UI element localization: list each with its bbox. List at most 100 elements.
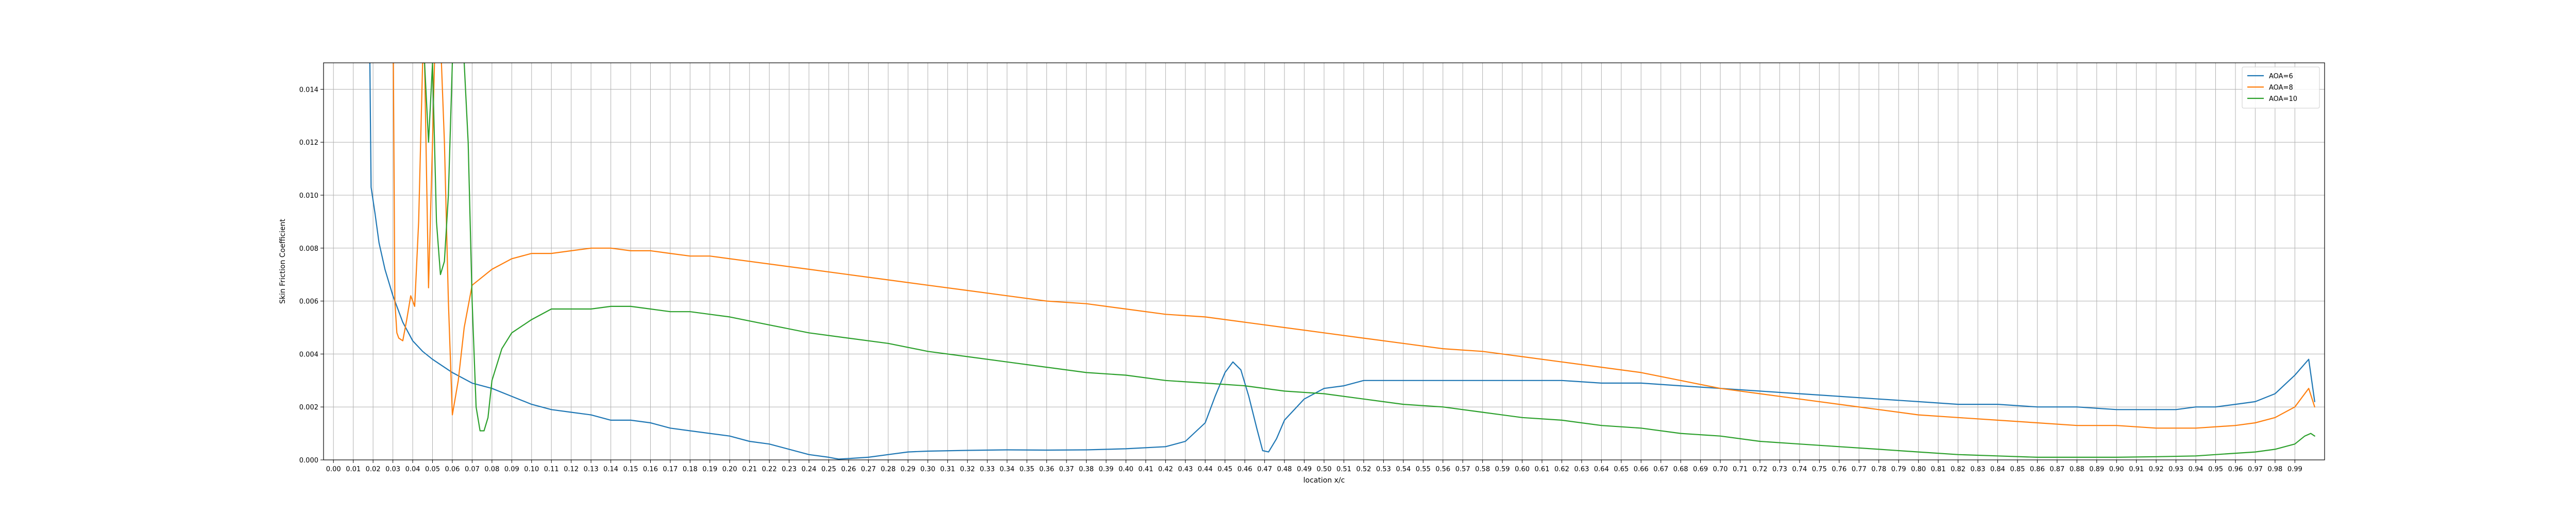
x-tick-label: 0.06 (445, 466, 460, 473)
x-tick-label: 0.57 (1455, 466, 1470, 473)
x-tick-label: 0.97 (2248, 466, 2263, 473)
x-tick-label: 0.87 (2049, 466, 2064, 473)
x-tick-label: 0.39 (1099, 466, 1114, 473)
x-tick-label: 0.88 (2070, 466, 2084, 473)
y-tick-label: 0.014 (299, 86, 318, 94)
x-tick-label: 0.60 (1515, 466, 1530, 473)
x-tick-label: 0.84 (1990, 466, 2005, 473)
x-tick-label: 0.45 (1217, 466, 1232, 473)
x-tick-label: 0.38 (1079, 466, 1094, 473)
x-tick-label: 0.00 (326, 466, 341, 473)
x-tick-label: 0.50 (1317, 466, 1332, 473)
x-tick-label: 0.59 (1495, 466, 1510, 473)
series-layer (369, 63, 2315, 460)
x-tick-label: 0.22 (762, 466, 777, 473)
x-tick-label: 0.42 (1158, 466, 1173, 473)
x-tick-label: 0.51 (1336, 466, 1351, 473)
x-tick-label: 0.95 (2208, 466, 2223, 473)
x-tick-label: 0.26 (841, 466, 856, 473)
x-tick-label: 0.21 (742, 466, 757, 473)
series-line-aoa-10 (424, 63, 2315, 458)
x-tick-label: 0.85 (2010, 466, 2025, 473)
x-tick-label: 0.79 (1891, 466, 1906, 473)
x-tick-label: 0.43 (1178, 466, 1193, 473)
x-tick-label: 0.37 (1059, 466, 1074, 473)
x-tick-label: 0.36 (1039, 466, 1054, 473)
x-tick-label: 0.27 (861, 466, 876, 473)
legend-label: AOA=6 (2269, 73, 2293, 80)
series-line-aoa-6 (369, 63, 2315, 460)
x-tick-label: 0.99 (2287, 466, 2302, 473)
x-tick-label: 0.72 (1753, 466, 1768, 473)
x-tick-label: 0.10 (524, 466, 539, 473)
x-tick-label: 0.63 (1574, 466, 1589, 473)
y-axis-label: Skin Friction Coefficient (279, 219, 287, 304)
x-tick-label: 0.65 (1614, 466, 1629, 473)
x-tick-label: 0.15 (623, 466, 638, 473)
x-tick-label: 0.53 (1376, 466, 1391, 473)
x-tick-label: 0.34 (999, 466, 1014, 473)
x-tick-label: 0.69 (1693, 466, 1708, 473)
x-tick-label: 0.76 (1832, 466, 1846, 473)
x-tick-label: 0.19 (702, 466, 717, 473)
x-tick-label: 0.31 (940, 466, 955, 473)
x-tick-label: 0.92 (2149, 466, 2164, 473)
x-tick-label: 0.05 (425, 466, 440, 473)
x-tick-label: 0.83 (1971, 466, 1986, 473)
x-tick-label: 0.91 (2129, 466, 2144, 473)
x-tick-label: 0.09 (504, 466, 519, 473)
x-tick-label: 0.81 (1931, 466, 1946, 473)
grid (324, 63, 2325, 460)
x-tick-label: 0.74 (1792, 466, 1807, 473)
x-tick-label: 0.17 (663, 466, 677, 473)
x-tick-label: 0.93 (2168, 466, 2183, 473)
x-tick-label: 0.20 (722, 466, 737, 473)
x-tick-label: 0.07 (465, 466, 480, 473)
x-tick-label: 0.66 (1634, 466, 1649, 473)
series-line-aoa-8 (393, 63, 2315, 429)
x-tick-label: 0.80 (1911, 466, 1926, 473)
x-tick-label: 0.90 (2109, 466, 2124, 473)
y-tick-label: 0.006 (299, 298, 318, 306)
x-tick-label: 0.89 (2089, 466, 2104, 473)
x-tick-label: 0.25 (821, 466, 836, 473)
x-tick-label: 0.75 (1812, 466, 1827, 473)
x-tick-label: 0.54 (1396, 466, 1411, 473)
x-tick-label: 0.61 (1535, 466, 1550, 473)
x-tick-label: 0.96 (2228, 466, 2243, 473)
x-tick-label: 0.28 (881, 466, 896, 473)
x-tick-label: 0.62 (1554, 466, 1569, 473)
y-tick-label: 0.000 (299, 457, 318, 465)
x-tick-label: 0.52 (1356, 466, 1371, 473)
x-tick-label: 0.24 (802, 466, 817, 473)
x-tick-label: 0.46 (1238, 466, 1252, 473)
y-tick-label: 0.002 (299, 404, 318, 411)
x-tick-label: 0.67 (1653, 466, 1668, 473)
x-tick-label: 0.04 (405, 466, 420, 473)
x-tick-label: 0.02 (366, 466, 381, 473)
x-tick-label: 0.40 (1118, 466, 1133, 473)
x-tick-label: 0.48 (1277, 466, 1292, 473)
x-tick-label: 0.77 (1852, 466, 1867, 473)
x-tick-label: 0.32 (960, 466, 975, 473)
x-tick-label: 0.58 (1475, 466, 1490, 473)
y-tick-label: 0.010 (299, 192, 318, 200)
x-tick-label: 0.55 (1416, 466, 1431, 473)
x-tick-label: 0.11 (544, 466, 559, 473)
x-tick-label: 0.35 (1020, 466, 1035, 473)
x-tick-label: 0.03 (385, 466, 400, 473)
y-tick-label: 0.004 (299, 351, 318, 358)
y-tick-label: 0.012 (299, 139, 318, 147)
x-tick-label: 0.78 (1871, 466, 1886, 473)
x-tick-label: 0.14 (603, 466, 618, 473)
y-tick-label: 0.008 (299, 245, 318, 253)
x-tick-label: 0.56 (1435, 466, 1450, 473)
x-tick-label: 0.44 (1198, 466, 1213, 473)
x-tick-label: 0.64 (1594, 466, 1609, 473)
x-tick-label: 0.98 (2267, 466, 2282, 473)
x-tick-label: 0.12 (564, 466, 579, 473)
x-tick-label: 0.73 (1772, 466, 1787, 473)
legend-label: AOA=10 (2269, 95, 2297, 103)
x-tick-label: 0.82 (1951, 466, 1965, 473)
x-tick-label: 0.86 (2030, 466, 2045, 473)
